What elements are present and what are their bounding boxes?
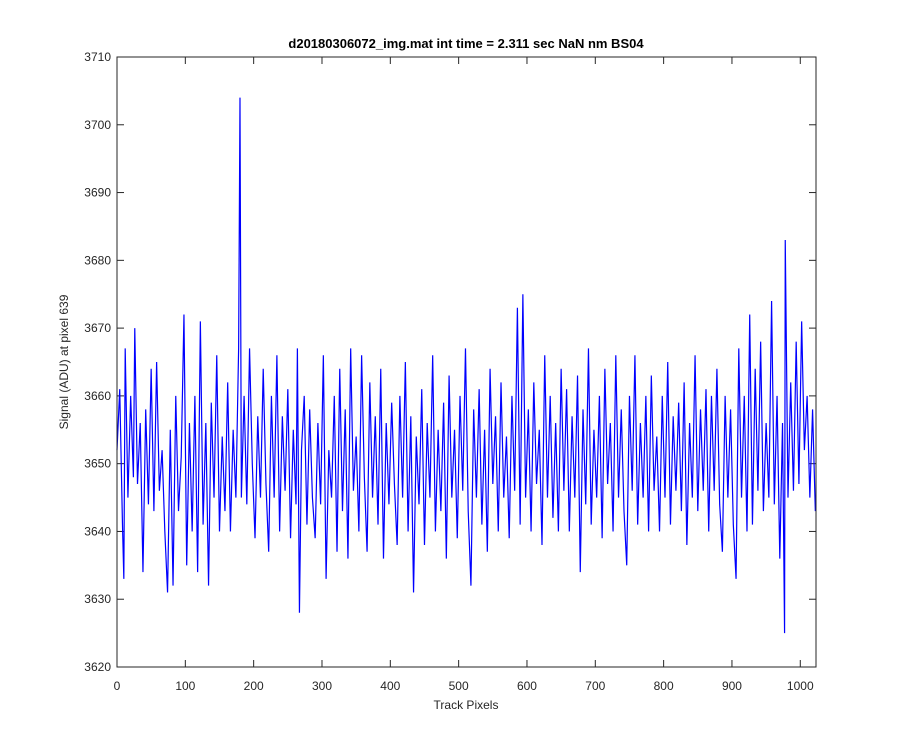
x-tick-label: 800 xyxy=(654,679,674,693)
y-tick-label: 3690 xyxy=(84,186,111,200)
y-tick-label: 3620 xyxy=(84,660,111,674)
data-line xyxy=(116,97,816,634)
y-tick-label: 3640 xyxy=(84,524,111,538)
axes-box xyxy=(116,56,817,668)
x-tick-label: 1000 xyxy=(787,679,814,693)
y-tick-label: 3680 xyxy=(84,253,111,267)
x-tick-label: 100 xyxy=(175,679,195,693)
x-tick-label: 900 xyxy=(722,679,742,693)
chart-title: d20180306072_img.mat int time = 2.311 se… xyxy=(288,36,644,51)
x-tick-label: 0 xyxy=(114,679,121,693)
x-tick-label: 600 xyxy=(517,679,537,693)
x-tick-label: 500 xyxy=(449,679,469,693)
y-axis-label: Signal (ADU) at pixel 639 xyxy=(57,294,71,429)
y-tick-label: 3710 xyxy=(84,50,111,64)
x-tick-label: 300 xyxy=(312,679,332,693)
y-tick-label: 3630 xyxy=(84,592,111,606)
y-tick-label: 3670 xyxy=(84,321,111,335)
y-tick-label: 3660 xyxy=(84,389,111,403)
x-tick-label: 700 xyxy=(585,679,605,693)
y-tick-label: 3700 xyxy=(84,118,111,132)
x-tick-label: 400 xyxy=(380,679,400,693)
y-tick-label: 3650 xyxy=(84,457,111,471)
x-tick-label: 200 xyxy=(244,679,264,693)
x-axis-label: Track Pixels xyxy=(434,698,499,712)
